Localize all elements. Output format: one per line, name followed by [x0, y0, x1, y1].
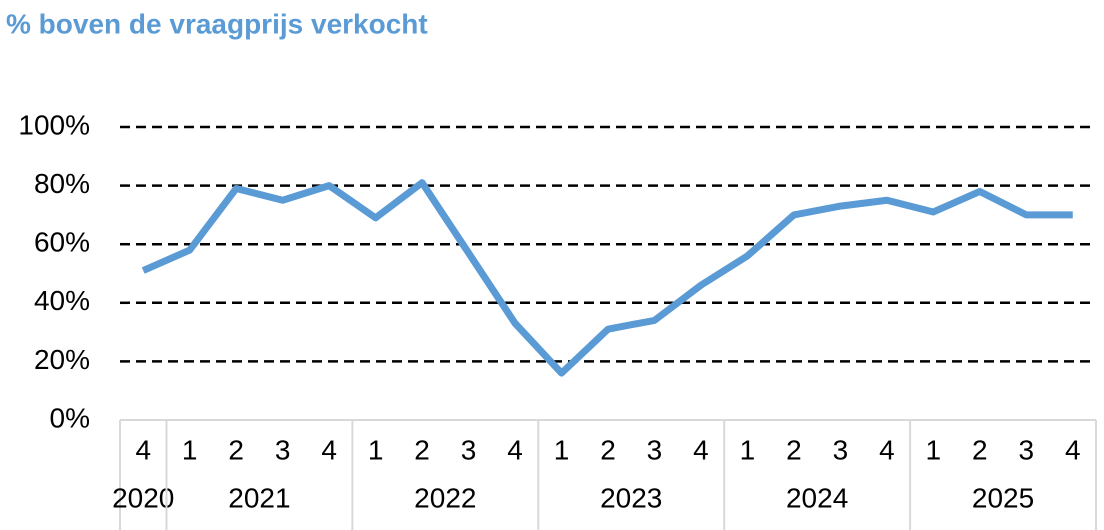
x-tick-label: 3	[1018, 434, 1034, 465]
x-group-label: 2023	[600, 482, 662, 513]
x-tick-label: 4	[321, 434, 337, 465]
series-line	[141, 179, 1073, 377]
x-tick-label: 2	[786, 434, 802, 465]
x-group-label: 2020	[112, 482, 174, 513]
x-tick-label: 1	[926, 434, 942, 465]
x-tick-label: 1	[182, 434, 198, 465]
x-tick-label: 3	[833, 434, 849, 465]
x-tick-label: 4	[1065, 434, 1081, 465]
x-tick-label: 4	[507, 434, 523, 465]
x-tick-label: 4	[135, 434, 151, 465]
x-tick-label: 4	[879, 434, 895, 465]
x-tick-label: 3	[461, 434, 477, 465]
x-tick-label: 2	[228, 434, 244, 465]
x-tick-label: 2	[414, 434, 430, 465]
x-tick-label: 2	[600, 434, 616, 465]
x-tick-label: 3	[647, 434, 663, 465]
y-tick-label: 20%	[34, 344, 90, 375]
x-tick-label: 4	[693, 434, 709, 465]
y-tick-label: 60%	[34, 227, 90, 258]
y-tick-label: 80%	[34, 168, 90, 199]
x-group-label: 2025	[972, 482, 1034, 513]
x-group-label: 2024	[786, 482, 848, 513]
x-group-label: 2022	[414, 482, 476, 513]
y-tick-label: 0%	[50, 402, 90, 433]
x-group-label: 2021	[228, 482, 290, 513]
y-tick-label: 40%	[34, 285, 90, 316]
x-tick-label: 2	[972, 434, 988, 465]
y-tick-label: 100%	[18, 109, 90, 140]
x-tick-label: 1	[554, 434, 570, 465]
x-tick-label: 1	[368, 434, 384, 465]
x-tick-label: 3	[275, 434, 291, 465]
chart-title: % boven de vraagprijs verkocht	[6, 8, 428, 39]
x-tick-label: 1	[740, 434, 756, 465]
